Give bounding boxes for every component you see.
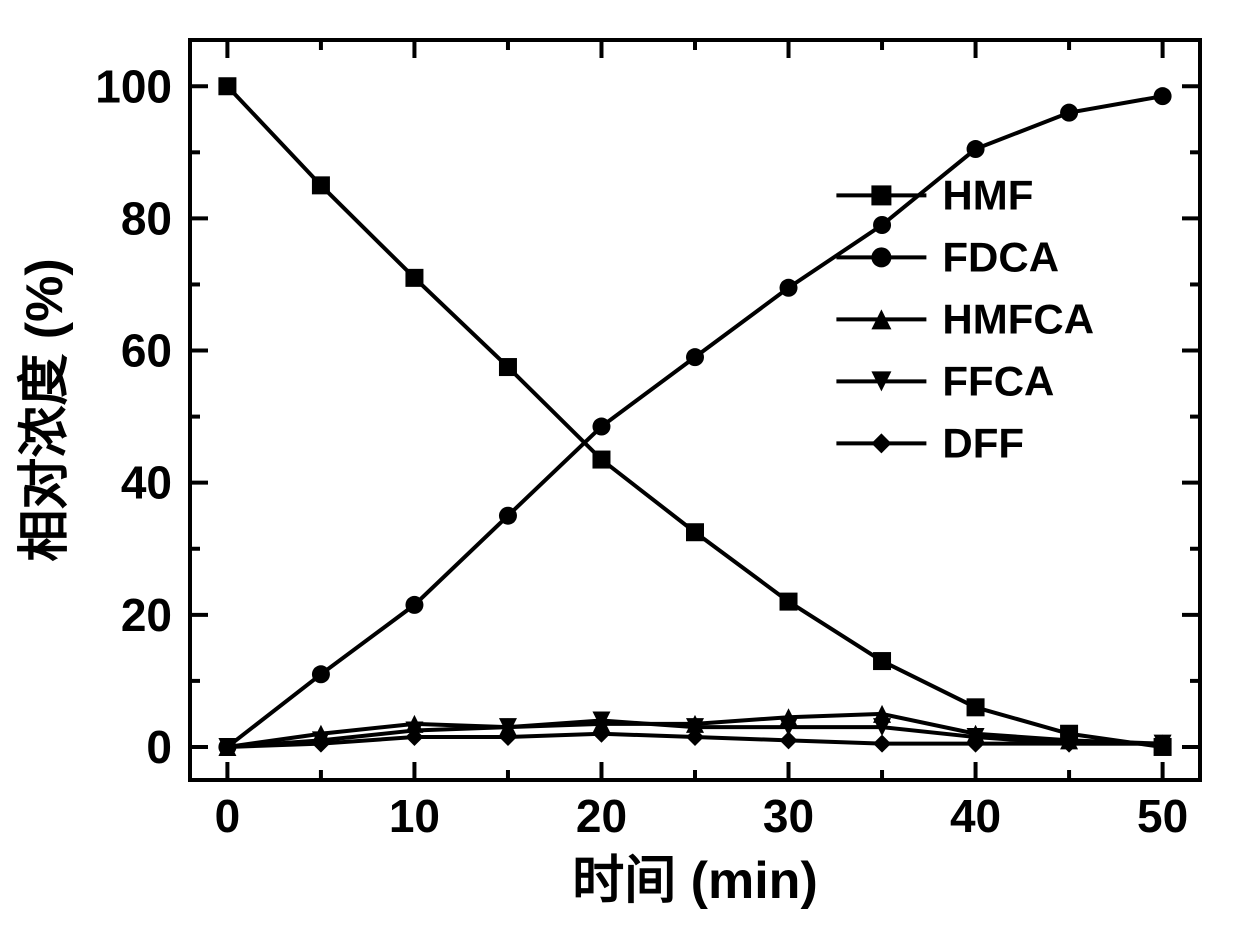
svg-text:0: 0 — [146, 721, 172, 773]
svg-text:0: 0 — [215, 790, 241, 842]
svg-text:30: 30 — [763, 790, 814, 842]
svg-text:40: 40 — [950, 790, 1001, 842]
svg-text:时间 (min): 时间 (min) — [572, 852, 818, 910]
svg-text:60: 60 — [121, 325, 172, 377]
svg-text:50: 50 — [1137, 790, 1188, 842]
svg-text:DFF: DFF — [942, 419, 1024, 466]
svg-text:FFCA: FFCA — [942, 357, 1054, 404]
svg-text:10: 10 — [389, 790, 440, 842]
svg-text:40: 40 — [121, 457, 172, 509]
svg-text:HMF: HMF — [942, 171, 1033, 218]
svg-text:80: 80 — [121, 192, 172, 244]
chart-svg: 0 10 20 30 40 50 0 20 40 60 80 100 时间 (min) 相对浓度 (%) H… — [0, 0, 1240, 942]
concentration-time-chart: 0 10 20 30 40 50 0 20 40 60 80 100 时间 (min) 相对浓度 (%) H… — [0, 0, 1240, 942]
svg-text:FDCA: FDCA — [942, 233, 1059, 280]
svg-text:100: 100 — [95, 60, 172, 112]
svg-text:20: 20 — [121, 589, 172, 641]
svg-text:HMFCA: HMFCA — [942, 295, 1094, 342]
svg-text:相对浓度 (%): 相对浓度 (%) — [16, 258, 74, 561]
svg-text:20: 20 — [576, 790, 627, 842]
